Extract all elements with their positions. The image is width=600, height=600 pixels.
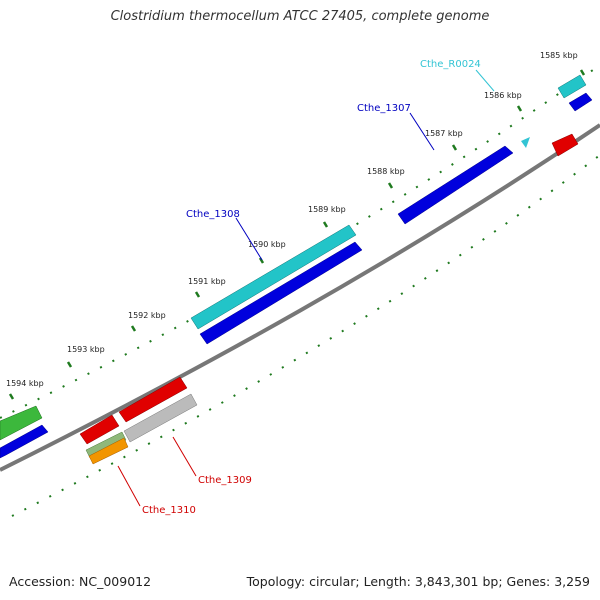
other-feature <box>85 431 127 459</box>
rna-feature <box>557 74 587 99</box>
cds-reverse <box>551 133 579 157</box>
tick-mark <box>322 221 329 228</box>
tick-label: 1589 kbp <box>308 205 346 214</box>
rna-feature <box>521 137 530 148</box>
callout-line-1310 <box>117 465 141 507</box>
tick-mark <box>387 182 394 189</box>
outer-tick-arc <box>0 64 600 419</box>
callout-line-1309 <box>172 436 197 477</box>
tick-mark <box>194 291 201 298</box>
gene-label-1310[interactable]: Cthe_1310 <box>142 505 196 516</box>
cds-forward <box>568 92 593 112</box>
tick-label: 1585 kbp <box>540 51 578 60</box>
tick-label: 1590 kbp <box>248 240 286 249</box>
cds-forward <box>397 145 514 225</box>
cds-forward <box>199 241 363 345</box>
cds-reverse <box>118 376 188 423</box>
callout-line-r0024 <box>475 69 495 92</box>
tick-mark <box>130 325 137 332</box>
tick-label: 1588 kbp <box>367 167 405 176</box>
tick-mark <box>258 257 265 264</box>
tick-label: 1587 kbp <box>425 129 463 138</box>
tick-label: 1594 kbp <box>6 379 44 388</box>
tick-label: 1586 kbp <box>484 91 522 100</box>
inner-tick-ring <box>11 154 600 517</box>
inner-tick-arc <box>11 154 600 517</box>
cds-forward <box>0 424 49 459</box>
tick-mark <box>66 361 73 368</box>
gene-label-1307[interactable]: Cthe_1307 <box>357 103 411 114</box>
tick-mark <box>579 69 586 76</box>
genome-backbone <box>0 123 600 472</box>
major-ticks <box>8 69 586 400</box>
tick-mark <box>8 393 15 400</box>
reverse-strand-features <box>79 133 579 465</box>
outer-tick-ring <box>0 64 600 419</box>
tick-mark <box>516 105 523 112</box>
forward-strand-features <box>0 74 593 459</box>
callout-lines <box>117 69 495 507</box>
callout-line-1308 <box>235 217 263 261</box>
tick-labels: 1585 kbp 1586 kbp 1587 kbp 1588 kbp 1589… <box>6 51 578 388</box>
tick-mark <box>451 144 458 151</box>
cds-reverse <box>79 414 120 445</box>
map-title: Clostridium thermocellum ATCC 27405, com… <box>110 9 490 24</box>
gene-label-1308[interactable]: Cthe_1308 <box>186 209 240 220</box>
gene-label-r0024[interactable]: Cthe_R0024 <box>420 59 481 70</box>
gene-labels: Cthe_R0024 Cthe_1307 Cthe_1308 Cthe_1309… <box>142 59 481 516</box>
accession-text: Accession: NC_009012 <box>9 574 152 589</box>
genome-summary-text: Topology: circular; Length: 3,843,301 bp… <box>246 574 590 589</box>
gene-label-1309[interactable]: Cthe_1309 <box>198 475 252 486</box>
other-feature <box>88 437 129 465</box>
callout-line-1307 <box>409 112 435 151</box>
tick-label: 1591 kbp <box>188 277 226 286</box>
pseudo-feature <box>123 393 198 443</box>
other-feature <box>0 405 43 441</box>
tick-label: 1592 kbp <box>128 311 166 320</box>
rna-feature <box>190 224 357 330</box>
tick-label: 1593 kbp <box>67 345 105 354</box>
